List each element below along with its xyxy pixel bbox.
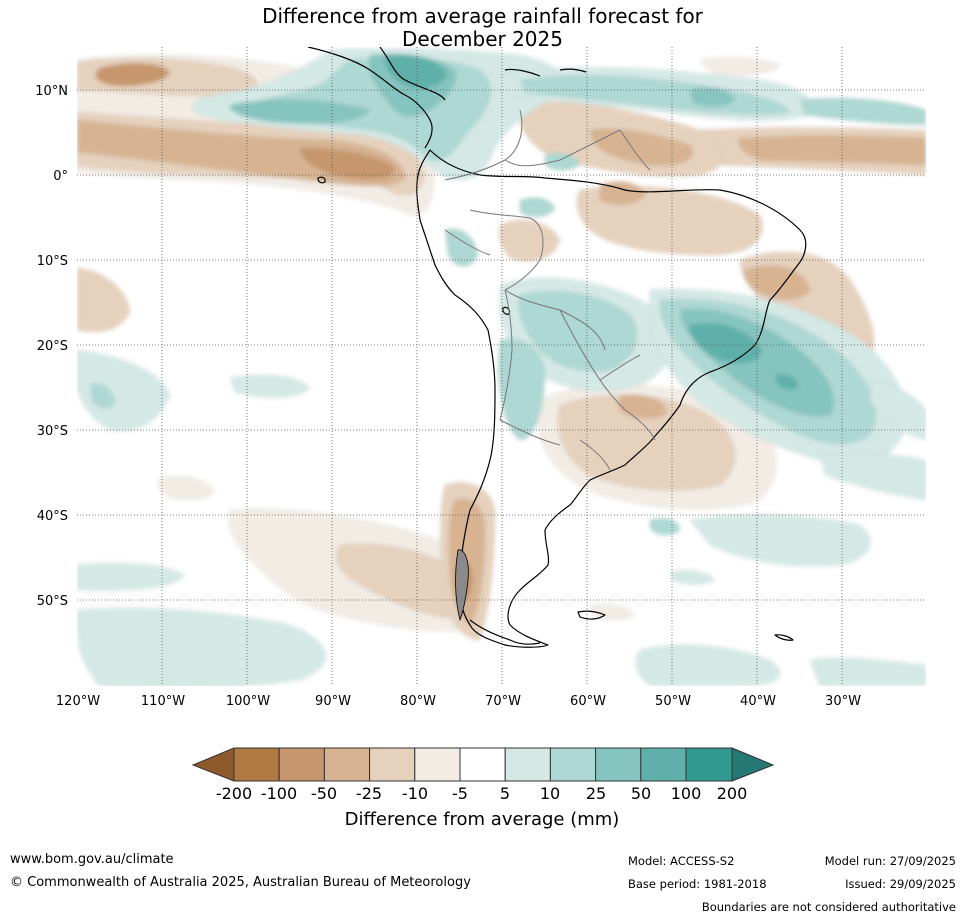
rainfall-anomaly-layer xyxy=(77,47,926,686)
wet-south-atlantic-band2 xyxy=(689,514,871,567)
lat-label: 50°S xyxy=(37,594,68,609)
legend-swatch xyxy=(233,747,280,782)
model-name: Model: ACCESS-S2 xyxy=(628,854,735,868)
legend-swatch xyxy=(549,747,597,782)
wet-pacific-south xyxy=(77,562,186,591)
legend-swatch xyxy=(504,747,551,782)
wet-south-atlantic-band xyxy=(819,452,926,501)
graticule xyxy=(77,47,926,686)
legend-tick-label: -25 xyxy=(356,784,382,803)
map-title-line1: Difference from average rainfall forecas… xyxy=(262,4,703,28)
base-period: Base period: 1981-2018 xyxy=(628,877,767,891)
wet-pacific-south-3 xyxy=(635,644,781,686)
lon-label: 50°W xyxy=(655,694,691,709)
wet-amazon-patch xyxy=(519,197,556,218)
dry-patch-west-2 xyxy=(157,475,216,501)
legend-arrow-right xyxy=(731,747,775,782)
legend-swatch xyxy=(595,747,642,782)
lon-label: 30°W xyxy=(825,694,861,709)
wet-atlantic-north-10 xyxy=(799,97,926,126)
boundaries-disclaimer: Boundaries are not considered authoritat… xyxy=(701,900,956,914)
dry-west-amazon-10 xyxy=(499,219,561,262)
lon-label: 80°W xyxy=(400,694,436,709)
legend-arrow-left xyxy=(191,747,235,782)
lon-label: 100°W xyxy=(226,694,270,709)
wet-pacific-south-2 xyxy=(77,607,326,686)
wet-south-atlantic-small xyxy=(649,517,681,536)
legend-tick-label: -10 xyxy=(402,784,428,803)
legend-swatch xyxy=(369,747,416,782)
legend-tick-label: 25 xyxy=(586,784,606,803)
legend-tick-label: 100 xyxy=(671,784,702,803)
website-link[interactable]: www.bom.gov.au/climate xyxy=(10,852,174,867)
lon-label: 120°W xyxy=(56,694,100,709)
legend-swatch xyxy=(323,747,371,782)
lon-label: 40°W xyxy=(740,694,776,709)
legend-label: Difference from average (mm) xyxy=(345,809,620,830)
dry-patch-west-1 xyxy=(77,267,131,332)
wet-pacific-band-25s xyxy=(229,374,311,398)
lon-label: 110°W xyxy=(141,694,185,709)
dry-core-north-50 xyxy=(95,62,171,87)
south-america-coastline xyxy=(416,149,807,648)
lat-label: 20°S xyxy=(37,339,68,354)
dry-patagonia-10 xyxy=(335,543,462,619)
wet-pacific-20s xyxy=(77,349,171,432)
legend-tick-label: 50 xyxy=(631,784,651,803)
color-legend xyxy=(191,747,775,782)
dry-central-brazil-25 xyxy=(599,181,646,205)
wet-bolivia-10 xyxy=(518,290,638,372)
lat-label: 10°N xyxy=(35,84,68,99)
country-borders xyxy=(444,109,656,471)
lon-label: 90°W xyxy=(315,694,351,709)
issued-date: Issued: 29/09/2025 xyxy=(845,877,956,891)
wet-se-brazil-50 xyxy=(689,322,763,364)
lon-label: 60°W xyxy=(570,694,606,709)
lat-label: 0° xyxy=(53,169,68,184)
legend-tick-label: -50 xyxy=(311,784,337,803)
lon-label: 70°W xyxy=(485,694,521,709)
dry-band-atlantic-25 xyxy=(738,135,926,166)
legend-tick-label: -100 xyxy=(261,784,297,803)
wet-west-amazon xyxy=(444,228,479,267)
coastlines xyxy=(307,47,807,648)
legend-swatch xyxy=(414,747,461,782)
copyright: © Commonwealth of Australia 2025, Austra… xyxy=(10,875,471,890)
dry-patch-ne xyxy=(699,57,781,76)
wet-east-atlantic xyxy=(869,379,926,441)
lat-label: 10°S xyxy=(37,254,68,269)
legend-swatch xyxy=(685,747,733,782)
dry-core-equator-50 xyxy=(299,147,396,180)
wet-north-pacific-25 xyxy=(229,99,371,124)
dry-ne-brazil-25 xyxy=(743,265,811,300)
legend-tick-label: 10 xyxy=(540,784,560,803)
chilean-fjords xyxy=(455,549,469,622)
lat-label: 40°S xyxy=(37,509,68,524)
legend-tick-label: -5 xyxy=(452,784,468,803)
dry-north-brazil-25 xyxy=(589,128,693,166)
legend-tick-label: 5 xyxy=(500,784,510,803)
legend-tick-label: -200 xyxy=(216,784,252,803)
dry-south-brazil-25 xyxy=(617,394,666,419)
wet-pacific-20s-10 xyxy=(89,383,116,409)
legend-swatch xyxy=(640,747,687,782)
wet-pacific-south-4 xyxy=(809,657,926,686)
wet-south-atlantic-patch xyxy=(669,570,716,585)
wet-atlantic-north-25 xyxy=(689,87,736,107)
legend-swatch xyxy=(459,747,506,782)
wet-amazon-patch-2 xyxy=(544,152,581,171)
legend-tick-label: 200 xyxy=(717,784,748,803)
wet-central-america-50 xyxy=(384,54,449,89)
wet-se-brazil-50b xyxy=(774,374,799,390)
legend-swatch xyxy=(278,747,325,782)
lat-label: 30°S xyxy=(37,424,68,439)
model-run: Model run: 27/09/2025 xyxy=(824,854,956,868)
